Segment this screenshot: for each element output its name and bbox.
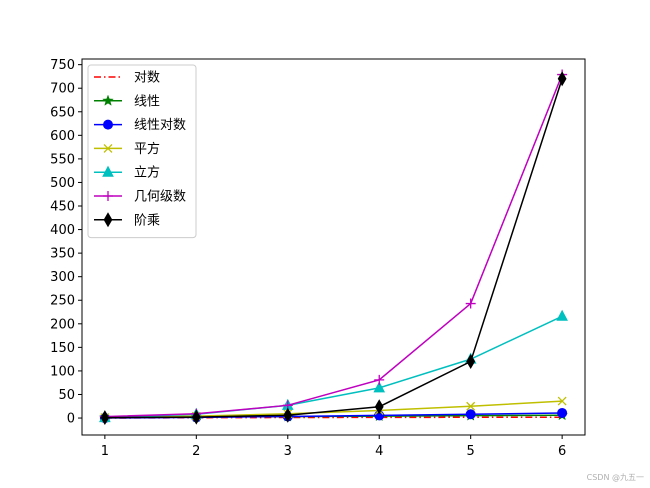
legend-entry: 阶乘 [94,212,160,228]
data-point [191,409,201,425]
legend-marker [103,212,113,228]
y-tick-label: 300 [50,270,75,285]
legend-label: 线性对数 [134,118,186,133]
series-line [104,315,563,419]
data-point [373,381,386,393]
data-point [557,396,567,406]
legend-entry: 几何级数 [94,189,186,205]
series-line [104,400,563,419]
x-tick-label: 2 [192,444,200,459]
legend-entry: 线性对数 [94,118,186,133]
axes-frame [81,58,586,436]
y-tick-label: 50 [58,388,75,403]
y-tick-label: 650 [50,105,75,120]
series-7 [100,71,567,426]
y-tick-label: 750 [50,58,75,73]
series-line [104,78,563,419]
y-tick-label: 150 [50,341,75,356]
y-axis-ticks: 0 50 100 150 200 250 300 350 400 450 500 550 600 650 7… [50,58,82,427]
y-tick-label: 550 [50,152,75,167]
series-line [104,74,563,418]
legend-marker [102,165,114,177]
y-tick-label: 500 [50,176,75,191]
data-point [465,409,476,420]
data-point [374,399,384,415]
legend-marker [103,119,113,130]
y-tick-label: 0 [67,412,75,427]
data-point [466,354,476,369]
legend-marker [103,191,113,201]
x-tick-label: 3 [284,444,292,459]
data-point [556,309,568,321]
legend-label: 阶乘 [134,213,160,228]
watermark: CSDN @九五一 [586,473,644,482]
legend-label: 几何级数 [134,189,186,205]
y-tick-label: 200 [50,317,75,332]
data-point [374,374,385,385]
legend-marker [103,143,113,153]
y-tick-label: 400 [50,223,75,238]
y-tick-label: 100 [50,364,75,379]
data-point [557,71,567,87]
legend-entry: 对数 [94,71,160,86]
data-point [466,401,476,411]
x-axis-ticks: 1 2 3 4 5 6 [101,435,566,459]
legend-marker [102,94,114,106]
legend-entry: 平方 [94,141,160,157]
series-layer [98,69,569,426]
legend-label: 对数 [134,71,160,86]
data-point [283,407,293,423]
y-tick-label: 700 [50,82,75,97]
legend-entry: 线性 [94,94,160,109]
x-tick-label: 1 [101,444,109,459]
x-tick-label: 6 [558,444,566,459]
legend-box [87,64,197,239]
data-point [557,407,568,418]
y-tick-label: 600 [50,129,75,144]
legend-label: 立方 [134,165,160,181]
data-point [100,410,110,426]
data-point [465,298,476,309]
x-tick-label: 5 [467,444,475,459]
legend-entry: 立方 [94,165,160,181]
legend-label: 平方 [134,141,160,157]
y-tick-label: 350 [50,247,75,262]
y-tick-label: 250 [50,294,75,309]
x-tick-label: 4 [375,444,383,459]
legend-label: 线性 [134,94,160,109]
y-tick-label: 450 [50,200,75,215]
